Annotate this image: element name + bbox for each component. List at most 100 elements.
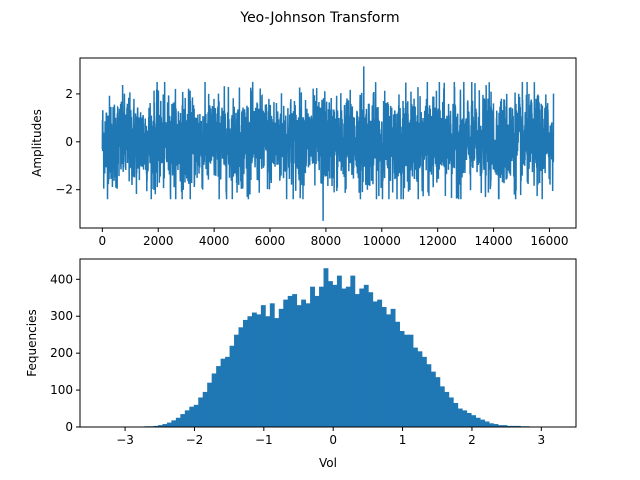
histogram-axes: −3 −2 −1 0 1 2 3 0 100 200 300 400 Vol Fequencies — [25, 258, 577, 470]
histogram-bars — [104, 268, 553, 427]
histogram-bar — [207, 382, 213, 427]
histogram-bar — [408, 334, 414, 427]
line-plot-frame — [79, 57, 577, 229]
histogram-bar — [328, 281, 333, 427]
histogram-bar — [480, 419, 485, 427]
line-plot-marks — [101, 66, 555, 221]
histogram-bar — [332, 284, 338, 427]
line-plot-ticks: 0 2000 4000 6000 8000 10000 12000 14000 16000 2 0 −… — [55, 87, 568, 248]
line-plot-ytick-label: 2 — [65, 87, 73, 101]
histogram-bar — [489, 423, 494, 427]
histogram-ytick-label: 200 — [50, 346, 73, 360]
histogram-bar — [162, 424, 168, 427]
signal-line — [101, 66, 555, 221]
histogram-bar — [511, 425, 517, 427]
line-plot-ytick-label: 0 — [65, 135, 73, 149]
histogram-bar — [506, 425, 512, 427]
histogram-bar — [305, 303, 311, 427]
histogram-bar — [336, 275, 342, 427]
histogram-ytick-label: 400 — [50, 272, 73, 286]
histogram-bar — [354, 294, 360, 427]
line-plot-xtick-label: 12000 — [419, 234, 457, 248]
figure-suptitle: Yeo-Johnson Transform — [239, 10, 399, 26]
histogram-bar — [345, 286, 351, 427]
histogram-bar — [341, 288, 347, 427]
histogram-bar — [193, 404, 199, 427]
histogram-bar — [287, 295, 293, 427]
histogram-bar — [153, 425, 159, 427]
histogram-frame — [79, 258, 577, 428]
histogram-bar — [310, 286, 315, 427]
histogram-xtick-label: −3 — [116, 433, 134, 447]
histogram-bar — [211, 373, 217, 427]
histogram-bar — [256, 314, 262, 427]
histogram-bar — [269, 303, 275, 427]
histogram-bar — [381, 307, 387, 427]
histogram-bar — [283, 299, 289, 427]
histogram-bar — [157, 425, 163, 427]
histogram-xtick-label: 1 — [399, 433, 407, 447]
histogram-bar — [430, 371, 436, 427]
histogram-bar — [220, 358, 226, 427]
line-plot-xtick-label: 4000 — [199, 234, 230, 248]
histogram-bar — [260, 305, 266, 427]
histogram-bar — [234, 334, 239, 427]
line-plot-xtick-label: 0 — [99, 234, 107, 248]
histogram-bar — [502, 425, 508, 427]
histogram-bar — [225, 356, 230, 427]
histogram-bar — [229, 345, 235, 427]
histogram-xtick-label: −2 — [186, 433, 204, 447]
histogram-bar — [471, 415, 477, 427]
histogram-bar — [359, 288, 365, 427]
histogram-bar — [166, 422, 172, 427]
histogram-xtick-label: 3 — [537, 433, 545, 447]
histogram-ytick-label: 0 — [65, 420, 73, 434]
histogram-bar — [439, 386, 445, 427]
line-plot-xtick-label: 16000 — [530, 234, 568, 248]
histogram-bar — [368, 292, 374, 427]
histogram-bar — [314, 295, 320, 427]
histogram-bar — [323, 268, 329, 427]
histogram-bar — [242, 319, 248, 427]
line-plot-axes: 0 2000 4000 6000 8000 10000 12000 14000 16000 2 0 −… — [30, 57, 577, 248]
histogram-bar — [498, 425, 503, 427]
histogram-bar — [435, 377, 441, 427]
histogram-bar — [475, 417, 481, 427]
histogram-bar — [457, 408, 463, 427]
histogram-bar — [426, 364, 432, 427]
histogram-bar — [515, 425, 521, 427]
histogram-bar — [404, 334, 409, 427]
line-plot-xtick-label: 10000 — [363, 234, 401, 248]
histogram-bar — [399, 331, 405, 427]
histogram-ylabel: Fequencies — [25, 309, 39, 376]
histogram-bar — [301, 299, 307, 427]
line-plot-xtick-label: 2000 — [143, 234, 174, 248]
histogram-bar — [265, 316, 271, 427]
histogram-bar — [484, 421, 490, 427]
histogram-xtick-label: 2 — [468, 433, 476, 447]
histogram-bar — [278, 308, 284, 427]
histogram-bar — [247, 316, 253, 427]
histogram-bar — [184, 410, 190, 427]
histogram-xtick-label: 0 — [329, 433, 337, 447]
histogram-bar — [319, 286, 324, 427]
histogram-bar — [198, 397, 204, 427]
line-plot-xtick-label: 6000 — [255, 234, 286, 248]
line-plot-ytick-label: −2 — [55, 183, 73, 197]
line-plot-xtick-label: 14000 — [474, 234, 512, 248]
histogram-bar — [238, 327, 244, 427]
histogram-bar — [493, 424, 499, 427]
histogram-xlabel: Vol — [319, 456, 337, 470]
histogram-bar — [175, 417, 181, 427]
histogram-bar — [292, 294, 298, 427]
histogram-bar — [417, 351, 423, 427]
line-plot-ylabel: Amplitudes — [30, 109, 44, 177]
histogram-bar — [448, 397, 454, 427]
histogram-xtick-label: −1 — [255, 433, 273, 447]
histogram-bar — [274, 318, 280, 427]
histogram-bar — [180, 414, 186, 427]
histogram-bar — [171, 420, 177, 427]
histogram-bar — [386, 314, 392, 427]
histogram-bar — [189, 406, 195, 427]
